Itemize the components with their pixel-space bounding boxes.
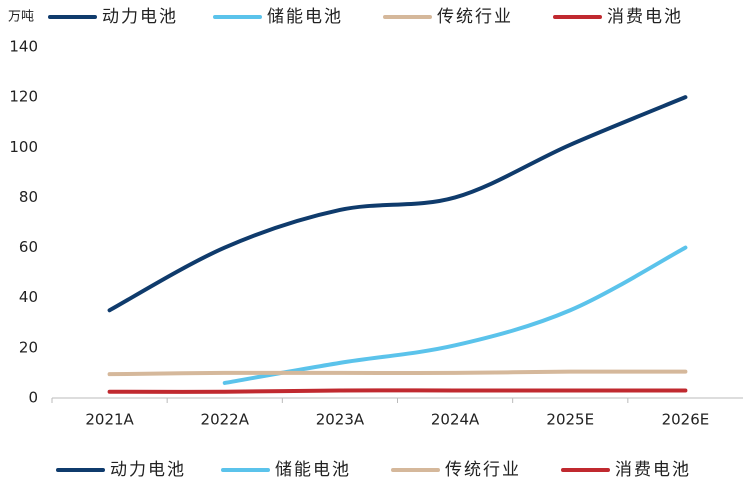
legend-label: 传统行业 xyxy=(437,7,513,27)
y-tick-label: 100 xyxy=(9,138,38,156)
series-line xyxy=(222,245,688,385)
series-line xyxy=(107,95,688,313)
legend-label: 消费电池 xyxy=(615,460,691,480)
series-line xyxy=(107,388,688,394)
x-tick-label: 2022A xyxy=(201,411,250,429)
x-tick-label: 2024A xyxy=(431,411,480,429)
legend-label: 储能电池 xyxy=(275,460,351,480)
x-tick-label: 2025E xyxy=(546,411,594,429)
legend-label: 传统行业 xyxy=(445,460,521,480)
y-unit: 万吨 xyxy=(8,10,34,25)
y-tick-label: 20 xyxy=(19,338,38,356)
legend-label: 动力电池 xyxy=(110,460,186,480)
y-tick-label: 120 xyxy=(9,88,38,106)
legend-label: 动力电池 xyxy=(102,7,178,27)
x-tick-label: 2026E xyxy=(662,411,710,429)
legend-label: 消费电池 xyxy=(607,7,683,27)
y-tick-label: 0 xyxy=(28,389,38,407)
x-tick-label: 2021A xyxy=(85,411,134,429)
y-tick-label: 80 xyxy=(19,188,38,206)
y-tick-label: 40 xyxy=(19,288,38,306)
y-tick-label: 140 xyxy=(9,38,38,56)
legend-label: 储能电池 xyxy=(267,7,343,27)
y-tick-label: 60 xyxy=(19,238,38,256)
x-tick-label: 2023A xyxy=(316,411,365,429)
series-line xyxy=(107,369,688,377)
